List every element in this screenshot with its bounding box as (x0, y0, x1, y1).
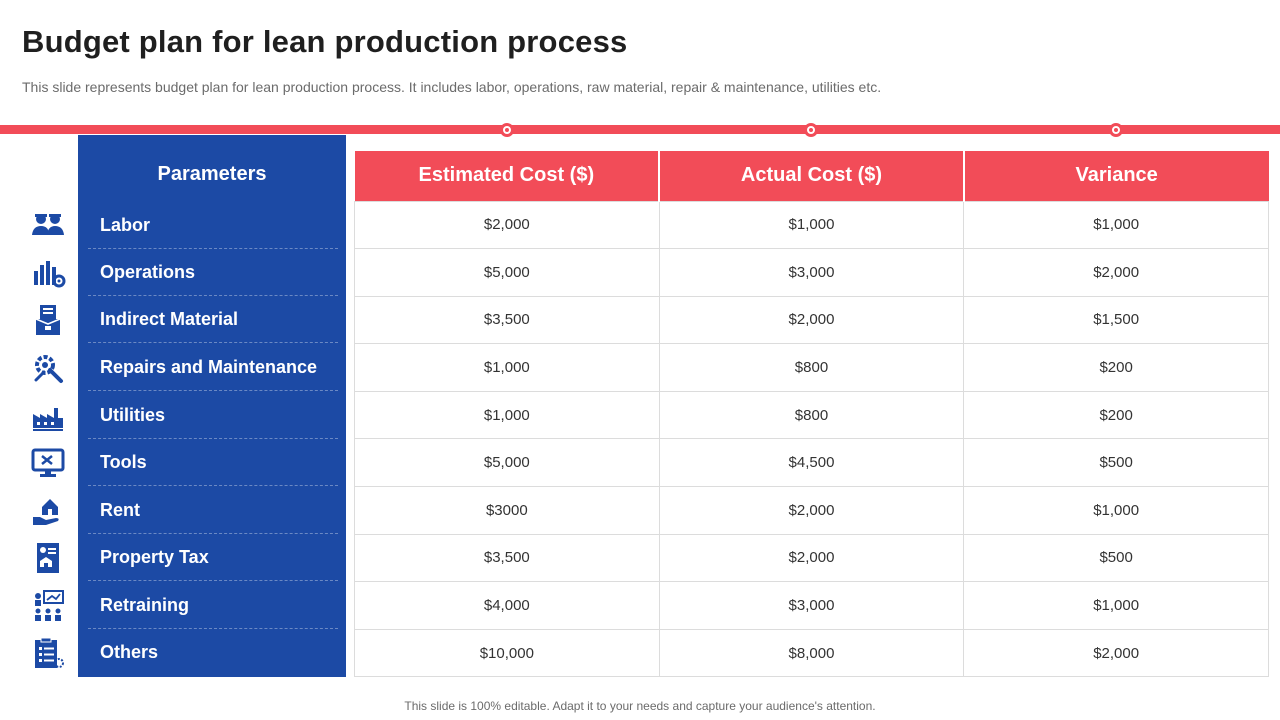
estimated-cost-cell: $3000 (354, 486, 660, 535)
actual-cost-cell: $2,000 (658, 486, 965, 535)
divider-marker-1 (500, 123, 514, 137)
estimated-cost-cell: $5,000 (354, 248, 660, 297)
actual-cost-cell: $4,500 (658, 438, 965, 488)
variance-cell: $200 (963, 390, 1269, 440)
column-header-actual-cost: Actual Cost ($) (659, 151, 965, 201)
table-row: $2,000 $1,000 $1,000 (354, 200, 1269, 250)
table-row: $1,000 $800 $200 (354, 343, 1269, 392)
checklist-icon (22, 633, 74, 673)
actual-cost-cell: $800 (658, 390, 965, 440)
header-divider-band (0, 125, 1280, 134)
actual-cost-cell: $2,000 (658, 533, 965, 583)
variance-cell: $2,000 (963, 628, 1269, 678)
variance-cell: $500 (963, 533, 1269, 583)
actual-cost-cell: $1,000 (658, 200, 965, 250)
table-row: $5,000 $3,000 $2,000 (354, 248, 1269, 297)
bar-chart-gear-icon (22, 253, 74, 293)
param-item-tools: Tools (88, 439, 338, 486)
param-item-indirect-material: Indirect Material (88, 296, 338, 343)
table-row: $10,000 $8,000 $2,000 (354, 628, 1269, 678)
table-row: $1,000 $800 $200 (354, 390, 1269, 440)
estimated-cost-cell: $1,000 (354, 343, 660, 392)
estimated-cost-cell: $2,000 (354, 200, 660, 250)
param-item-utilities: Utilities (88, 392, 338, 439)
param-item-retraining: Retraining (88, 582, 338, 629)
parameters-panel: Parameters Labor Operations Indirect Mat… (78, 135, 346, 677)
table-row: $4,000 $3,000 $1,000 (354, 581, 1269, 630)
variance-cell: $1,000 (963, 581, 1269, 630)
variance-cell: $200 (963, 343, 1269, 392)
page-subtitle: This slide represents budget plan for le… (22, 79, 882, 95)
column-header-estimated-cost: Estimated Cost ($) (354, 151, 661, 201)
footer-note: This slide is 100% editable. Adapt it to… (404, 699, 876, 713)
estimated-cost-cell: $10,000 (354, 628, 660, 678)
estimated-cost-cell: $3,500 (354, 295, 660, 345)
budget-table: Estimated Cost ($) Actual Cost ($) Varia… (354, 151, 1269, 678)
divider-marker-3 (1109, 123, 1123, 137)
table-row: $3,500 $2,000 $500 (354, 533, 1269, 583)
actual-cost-cell: $800 (658, 343, 965, 392)
table-header-row: Estimated Cost ($) Actual Cost ($) Varia… (354, 151, 1269, 201)
training-presentation-icon (22, 586, 74, 626)
variance-cell: $500 (963, 438, 1269, 488)
table-row: $3,500 $2,000 $1,500 (354, 295, 1269, 345)
house-hand-icon (22, 491, 74, 531)
wrench-gear-icon (22, 348, 74, 388)
estimated-cost-cell: $3,500 (354, 533, 660, 583)
param-item-repairs-maintenance: Repairs and Maintenance (88, 344, 338, 391)
actual-cost-cell: $8,000 (658, 628, 965, 678)
divider-marker-2 (804, 123, 818, 137)
estimated-cost-cell: $4,000 (354, 581, 660, 630)
actual-cost-cell: $2,000 (658, 295, 965, 345)
variance-cell: $1,500 (963, 295, 1269, 345)
variance-cell: $1,000 (963, 200, 1269, 250)
table-row: $5,000 $4,500 $500 (354, 438, 1269, 488)
estimated-cost-cell: $1,000 (354, 390, 660, 440)
factory-icon (22, 396, 74, 436)
page-title: Budget plan for lean production process (22, 24, 628, 59)
box-document-icon (22, 300, 74, 340)
param-item-labor: Labor (88, 202, 338, 249)
param-item-operations: Operations (88, 249, 338, 296)
param-item-property-tax: Property Tax (88, 534, 338, 581)
actual-cost-cell: $3,000 (658, 248, 965, 297)
table-row: $3000 $2,000 $1,000 (354, 486, 1269, 535)
param-item-others: Others (100, 642, 159, 662)
actual-cost-cell: $3,000 (658, 581, 965, 630)
variance-cell: $2,000 (963, 248, 1269, 297)
variance-cell: $1,000 (963, 486, 1269, 535)
param-item-rent: Rent (88, 487, 338, 534)
workers-icon (22, 205, 74, 245)
tax-document-icon (22, 538, 74, 578)
parameters-header: Parameters (157, 163, 267, 185)
estimated-cost-cell: $5,000 (354, 438, 660, 488)
column-header-variance: Variance (963, 151, 1269, 201)
monitor-tools-icon (22, 443, 74, 483)
